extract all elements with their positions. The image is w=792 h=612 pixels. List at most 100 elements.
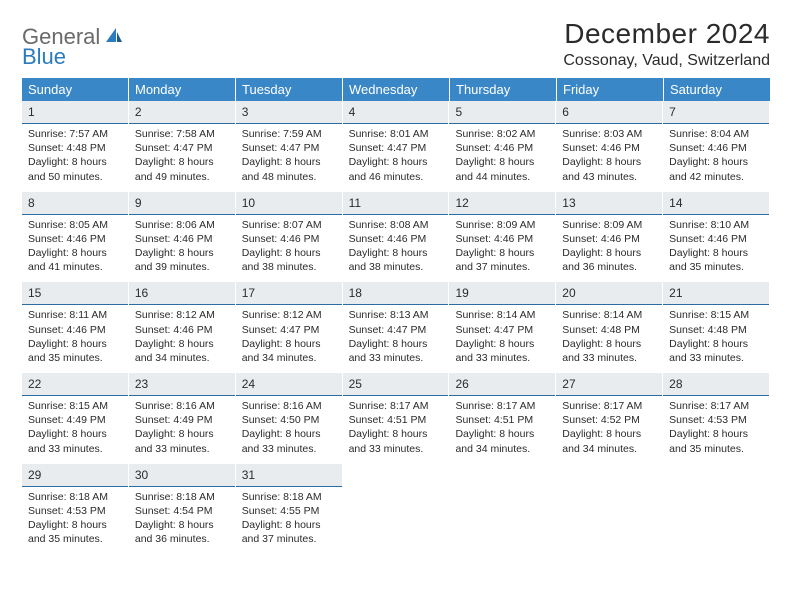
day-number-bar: 17 [236,282,342,305]
sunset-text: Sunset: 4:46 PM [669,141,763,155]
day-number: 12 [455,196,468,210]
sunrise-text: Sunrise: 7:59 AM [242,127,336,141]
weekday-header: Friday [557,78,664,101]
day-body: Sunrise: 7:57 AMSunset: 4:48 PMDaylight:… [22,124,128,192]
day-number-bar: 29 [22,464,128,487]
sunset-text: Sunset: 4:49 PM [135,413,229,427]
daylight-text: Daylight: 8 hours and 33 minutes. [562,337,656,365]
day-body: Sunrise: 8:12 AMSunset: 4:47 PMDaylight:… [236,305,342,373]
daylight-text: Daylight: 8 hours and 33 minutes. [242,427,336,455]
sunset-text: Sunset: 4:51 PM [349,413,443,427]
day-number-bar: 8 [22,192,128,215]
daylight-text: Daylight: 8 hours and 44 minutes. [455,155,549,183]
day-body: Sunrise: 8:14 AMSunset: 4:48 PMDaylight:… [556,305,662,373]
sunrise-text: Sunrise: 8:12 AM [242,308,336,322]
day-number: 25 [349,377,362,391]
sunrise-text: Sunrise: 8:16 AM [242,399,336,413]
calendar-cell: 17Sunrise: 8:12 AMSunset: 4:47 PMDayligh… [236,282,343,373]
sunset-text: Sunset: 4:50 PM [242,413,336,427]
day-number: 27 [562,377,575,391]
sunrise-text: Sunrise: 8:11 AM [28,308,122,322]
logo-text-blue: Blue [22,44,770,70]
day-number: 9 [135,196,142,210]
sunrise-text: Sunrise: 8:16 AM [135,399,229,413]
sunrise-text: Sunrise: 8:17 AM [562,399,656,413]
calendar-row: 1Sunrise: 7:57 AMSunset: 4:48 PMDaylight… [22,101,770,192]
sunset-text: Sunset: 4:47 PM [455,323,549,337]
day-number-bar: 26 [449,373,555,396]
day-number: 8 [28,196,35,210]
sunset-text: Sunset: 4:47 PM [349,323,443,337]
calendar-cell: 23Sunrise: 8:16 AMSunset: 4:49 PMDayligh… [129,373,236,464]
day-body: Sunrise: 8:02 AMSunset: 4:46 PMDaylight:… [449,124,555,192]
weekday-header: Tuesday [236,78,343,101]
calendar-cell: 24Sunrise: 8:16 AMSunset: 4:50 PMDayligh… [236,373,343,464]
day-number-bar: 3 [236,101,342,124]
daylight-text: Daylight: 8 hours and 34 minutes. [135,337,229,365]
day-body: Sunrise: 8:14 AMSunset: 4:47 PMDaylight:… [449,305,555,373]
day-number-bar: 6 [556,101,662,124]
sunrise-text: Sunrise: 8:01 AM [349,127,443,141]
day-body: Sunrise: 8:17 AMSunset: 4:53 PMDaylight:… [663,396,769,464]
calendar-cell: 3Sunrise: 7:59 AMSunset: 4:47 PMDaylight… [236,101,343,192]
day-number: 11 [349,196,361,210]
sunrise-text: Sunrise: 8:05 AM [28,218,122,232]
sunrise-text: Sunrise: 8:13 AM [349,308,443,322]
day-number-bar: 30 [129,464,235,487]
calendar-cell: 14 Sunrise: 8:10 AMSunset: 4:46 PMDayligh… [663,192,770,283]
weekday-header-row: Sunday Monday Tuesday Wednesday Thursday… [22,78,770,101]
calendar-cell [343,464,450,555]
day-body: Sunrise: 8:13 AMSunset: 4:47 PMDaylight:… [343,305,449,373]
day-body: Sunrise: 8:18 AMSunset: 4:55 PMDaylight:… [236,487,342,555]
daylight-text: Daylight: 8 hours and 48 minutes. [242,155,336,183]
day-number-bar: 5 [449,101,555,124]
calendar-cell: 13Sunrise: 8:09 AMSunset: 4:46 PMDayligh… [556,192,663,283]
calendar-cell: 8Sunrise: 8:05 AMSunset: 4:46 PMDaylight… [22,192,129,283]
day-number-bar: 13 [556,192,662,215]
day-number: 5 [455,105,462,119]
daylight-text: Daylight: 8 hours and 37 minutes. [455,246,549,274]
sunrise-text: Sunrise: 8:02 AM [455,127,549,141]
sunset-text: Sunset: 4:53 PM [669,413,763,427]
sunset-text: Sunset: 4:51 PM [455,413,549,427]
sunrise-text: Sunrise: 8:12 AM [135,308,229,322]
day-number: 20 [562,286,575,300]
sunset-text: Sunset: 4:49 PM [28,413,122,427]
calendar-cell: 20 Sunrise: 8:14 AMSunset: 4:48 PMDayligh… [556,282,663,373]
day-body: Sunrise: 8:07 AMSunset: 4:46 PMDaylight:… [236,215,342,283]
calendar-grid: Sunday Monday Tuesday Wednesday Thursday… [22,78,770,554]
day-body: Sunrise: 8:01 AMSunset: 4:47 PMDaylight:… [343,124,449,192]
day-body: Sunrise: 8:17 AMSunset: 4:52 PMDaylight:… [556,396,662,464]
day-number: 14 [669,196,682,210]
day-number: 21 [669,286,682,300]
calendar-cell: 21Sunrise: 8:15 AMSunset: 4:48 PMDayligh… [663,282,770,373]
daylight-text: Daylight: 8 hours and 35 minutes. [28,518,122,546]
sunset-text: Sunset: 4:46 PM [562,232,656,246]
day-number: 28 [669,377,682,391]
day-number: 6 [562,105,569,119]
sunrise-text: Sunrise: 7:57 AM [28,127,122,141]
calendar-cell: 7Sunrise: 8:04 AMSunset: 4:46 PMDaylight… [663,101,770,192]
daylight-text: Daylight: 8 hours and 43 minutes. [562,155,656,183]
calendar-cell: 31 Sunrise: 8:18 AMSunset: 4:55 PMDayligh… [236,464,343,555]
calendar-row: 29Sunrise: 8:18 AMSunset: 4:53 PMDayligh… [22,464,770,555]
day-number-bar: 27 [556,373,662,396]
sunset-text: Sunset: 4:53 PM [28,504,122,518]
day-body: Sunrise: 8:16 AMSunset: 4:49 PMDaylight:… [129,396,235,464]
day-body: Sunrise: 8:10 AMSunset: 4:46 PMDaylight:… [663,215,769,283]
calendar-cell: 29Sunrise: 8:18 AMSunset: 4:53 PMDayligh… [22,464,129,555]
calendar-cell: 10Sunrise: 8:07 AMSunset: 4:46 PMDayligh… [236,192,343,283]
sunrise-text: Sunrise: 8:17 AM [349,399,443,413]
sunrise-text: Sunrise: 8:14 AM [562,308,656,322]
day-number: 31 [242,468,255,482]
calendar-cell: 6Sunrise: 8:03 AMSunset: 4:46 PMDaylight… [556,101,663,192]
daylight-text: Daylight: 8 hours and 34 minutes. [562,427,656,455]
weekday-header: Monday [129,78,236,101]
calendar-cell: 30Sunrise: 8:18 AMSunset: 4:54 PMDayligh… [129,464,236,555]
calendar-cell [449,464,556,555]
sunset-text: Sunset: 4:46 PM [669,232,763,246]
day-number-bar: 19 [449,282,555,305]
sunrise-text: Sunrise: 8:17 AM [669,399,763,413]
day-body: Sunrise: 8:16 AMSunset: 4:50 PMDaylight:… [236,396,342,464]
sunset-text: Sunset: 4:46 PM [349,232,443,246]
